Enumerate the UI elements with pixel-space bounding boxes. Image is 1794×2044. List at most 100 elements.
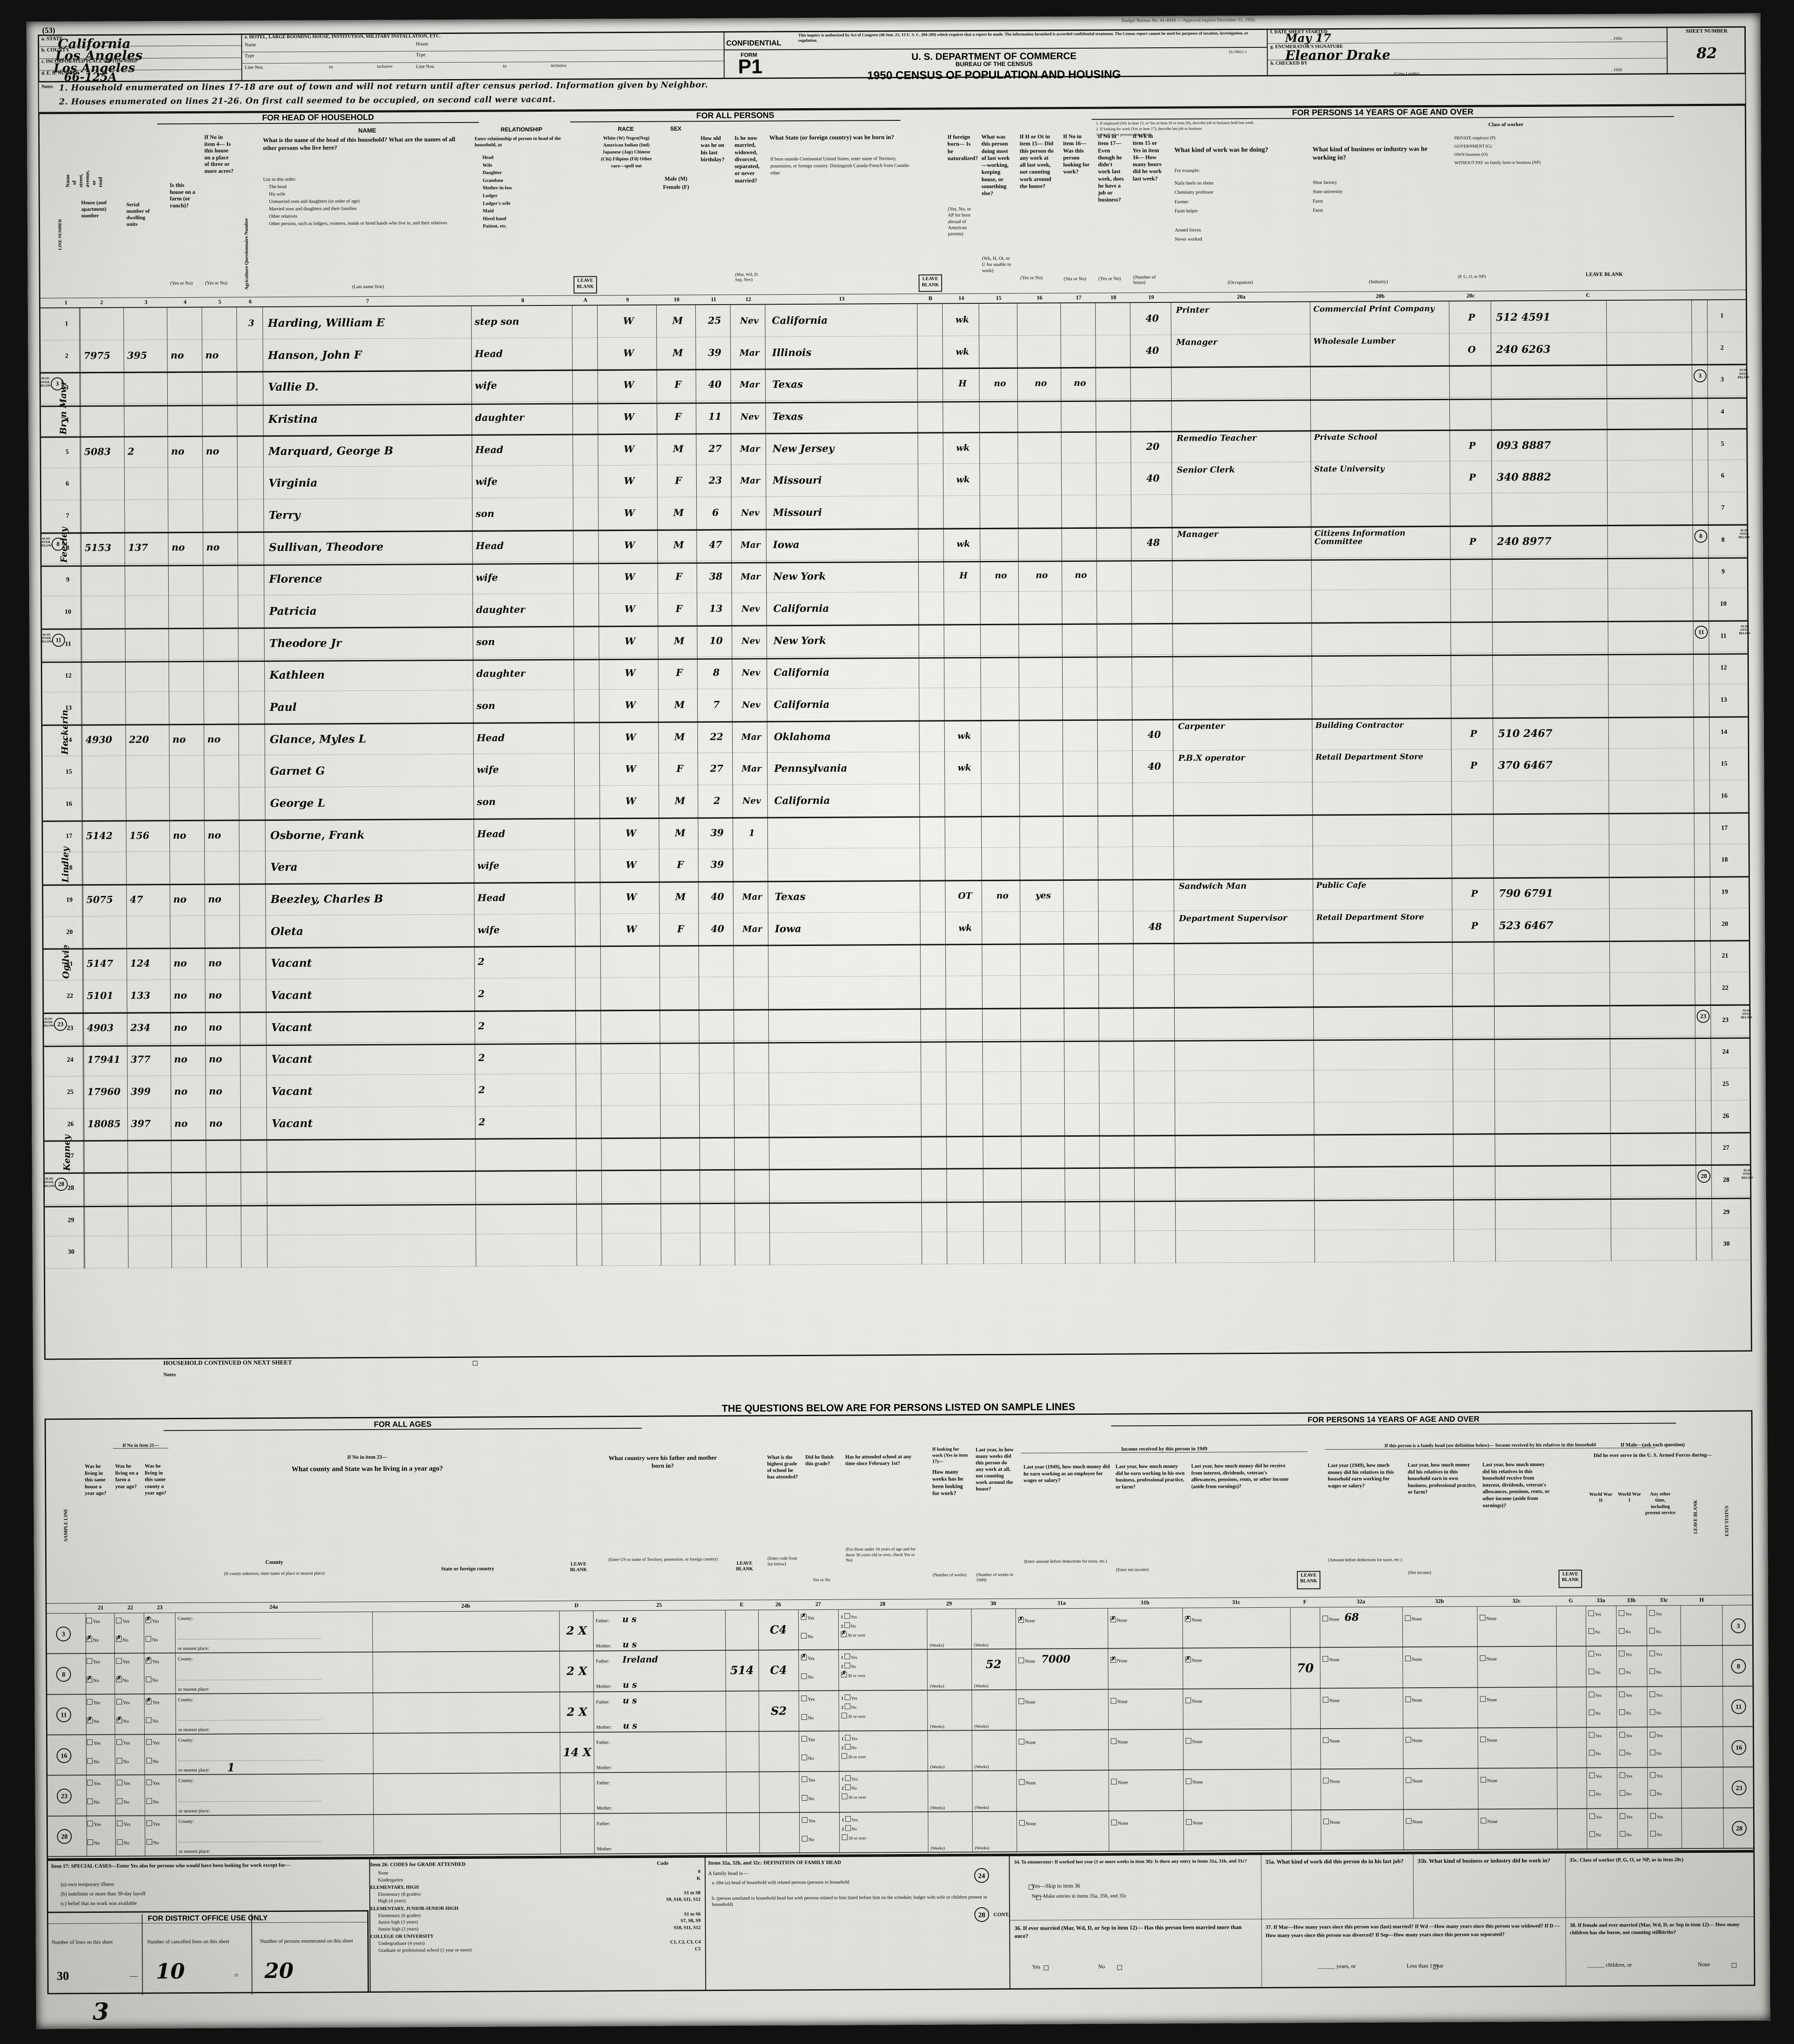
cell-acres[interactable] xyxy=(208,1171,241,1204)
cell-agq[interactable] xyxy=(242,1075,266,1108)
cell-farm[interactable]: no xyxy=(173,989,187,1002)
cell-code[interactable] xyxy=(1498,1229,1611,1261)
value[interactable] xyxy=(929,1812,971,1821)
cell-code[interactable]: 370 6467 xyxy=(1498,758,1553,772)
sample-armedforces-33a[interactable]: Yes No xyxy=(1589,1732,1618,1756)
cell-name[interactable]: Vacant xyxy=(271,1052,312,1066)
cell-ind[interactable] xyxy=(1312,494,1450,526)
cell-sex[interactable]: M xyxy=(673,507,684,519)
cell-occ[interactable] xyxy=(1175,494,1311,527)
cell-occ[interactable] xyxy=(1178,1070,1314,1103)
sample-relincome-rel_a[interactable]: None xyxy=(1323,1813,1402,1826)
cell-house[interactable]: 4903 xyxy=(86,1022,114,1034)
cell-mar[interactable] xyxy=(736,1137,769,1169)
cell-farm[interactable] xyxy=(170,596,203,628)
checkbox-no[interactable] xyxy=(146,1758,152,1764)
checkbox-none[interactable] xyxy=(1480,1655,1486,1661)
cell-name[interactable]: Paul xyxy=(269,700,297,714)
cell-sex[interactable]: M xyxy=(672,315,683,327)
cell-farm[interactable] xyxy=(171,788,204,820)
household-continued-checkbox[interactable] xyxy=(472,1360,478,1366)
cell-name[interactable]: Kristina xyxy=(268,412,318,426)
cell-mar[interactable] xyxy=(736,1201,769,1233)
cell-acres[interactable] xyxy=(205,660,238,692)
cell-ind[interactable] xyxy=(1312,365,1449,398)
cell-serial[interactable]: 397 xyxy=(131,1118,151,1130)
sample-county-cell[interactable]: County: or nearest place: xyxy=(178,1655,372,1695)
checkbox-yes[interactable] xyxy=(1588,1651,1595,1657)
checkbox-no[interactable] xyxy=(1620,1831,1626,1837)
checkbox-no[interactable] xyxy=(86,1677,93,1683)
cell-cls[interactable] xyxy=(1452,589,1492,621)
cell-q18[interactable] xyxy=(1064,687,1097,720)
cell-mar[interactable]: Mar xyxy=(740,475,760,486)
sample-armedforces-33c[interactable]: Yes No xyxy=(1649,1691,1678,1716)
cell-q18[interactable] xyxy=(1064,655,1097,687)
sample-income-inc_a[interactable]: None 7000 xyxy=(1018,1652,1107,1666)
cell-q16[interactable] xyxy=(983,944,1020,976)
sample-cell-weeks[interactable]: (Weeks) xyxy=(928,1690,971,1731)
sample-relincome-rel_b[interactable]: None xyxy=(1405,1651,1476,1664)
cell-serial[interactable] xyxy=(127,660,169,692)
cell-serial[interactable]: 137 xyxy=(128,542,148,554)
cell-code[interactable] xyxy=(1498,1037,1611,1069)
checkbox-no[interactable] xyxy=(1619,1749,1625,1755)
cell-age[interactable]: 22 xyxy=(710,731,724,743)
cell-acres[interactable]: no xyxy=(208,957,222,969)
checkbox-no[interactable] xyxy=(116,1717,122,1723)
sample-cell-wk30[interactable]: 52 (Weeks) xyxy=(972,1649,1015,1690)
cell-occ[interactable]: Carpenter xyxy=(1178,721,1225,731)
value[interactable] xyxy=(972,1609,1015,1618)
cell-cls[interactable] xyxy=(1452,493,1492,525)
checkbox-yes[interactable] xyxy=(1649,1691,1655,1697)
cell-farm[interactable] xyxy=(173,1236,206,1268)
checkbox-yes[interactable] xyxy=(1618,1610,1625,1616)
cell-hours[interactable] xyxy=(1133,687,1173,719)
cell-house[interactable] xyxy=(84,756,126,788)
sample-cell-weeks[interactable]: (Weeks) xyxy=(928,1609,970,1650)
cell-act[interactable]: H xyxy=(959,570,968,581)
sample-armedforces-33b[interactable]: Yes No xyxy=(1619,1691,1648,1716)
checkbox-none[interactable] xyxy=(1322,1656,1329,1662)
checkbox-yes[interactable] xyxy=(146,1658,152,1664)
cell-sex[interactable] xyxy=(661,1042,699,1074)
sample-parents-cell[interactable]: Father: u s Mother: u s xyxy=(596,1694,725,1731)
checkbox-30-over[interactable] xyxy=(842,1834,848,1840)
cell-cls[interactable] xyxy=(1454,1038,1494,1070)
checkbox-none[interactable] xyxy=(1405,1696,1411,1702)
cell-acres[interactable] xyxy=(206,916,239,948)
cell-agq[interactable] xyxy=(239,531,263,564)
cell-birth[interactable] xyxy=(774,976,921,1009)
cell-name[interactable]: Patricia xyxy=(269,604,317,618)
sample-income-inc_c[interactable]: None xyxy=(1185,1652,1289,1665)
cell-name[interactable]: Terry xyxy=(269,508,300,522)
cell-sex[interactable]: M xyxy=(674,795,685,807)
cell-hours[interactable] xyxy=(1136,1103,1175,1135)
cell-agq[interactable] xyxy=(239,435,263,468)
cell-house[interactable]: 5101 xyxy=(86,990,113,1002)
cell-agq[interactable] xyxy=(241,916,266,948)
cell-serial[interactable]: 156 xyxy=(129,830,150,842)
cell-age[interactable]: 23 xyxy=(708,475,722,487)
cell-race[interactable]: W xyxy=(624,507,635,519)
cell-birth[interactable]: New Jersey xyxy=(772,442,834,455)
cell-hours[interactable] xyxy=(1134,879,1173,911)
cell-q17[interactable] xyxy=(1022,1008,1064,1040)
checkbox-30-over[interactable] xyxy=(841,1672,847,1678)
cell-serial[interactable] xyxy=(127,756,169,788)
cell-act[interactable]: wk xyxy=(957,538,970,549)
cell-act[interactable] xyxy=(945,496,980,528)
cell-farm[interactable] xyxy=(170,627,203,660)
cell-occ[interactable] xyxy=(1177,942,1313,975)
checkbox-yes[interactable] xyxy=(1650,1732,1656,1738)
cell-farm[interactable]: no xyxy=(171,445,185,457)
cell-mar[interactable] xyxy=(734,849,767,881)
sample-cell-wk30[interactable]: (Weeks) xyxy=(973,1690,1015,1731)
sample-income-inc_c[interactable]: None xyxy=(1186,1773,1290,1786)
cell-rel[interactable]: wife xyxy=(475,380,497,392)
cell-acres[interactable]: no xyxy=(206,445,219,457)
sample-cell-e[interactable] xyxy=(726,1610,757,1651)
cell-house[interactable] xyxy=(82,372,124,404)
cell-hours[interactable]: 40 xyxy=(1147,729,1161,740)
